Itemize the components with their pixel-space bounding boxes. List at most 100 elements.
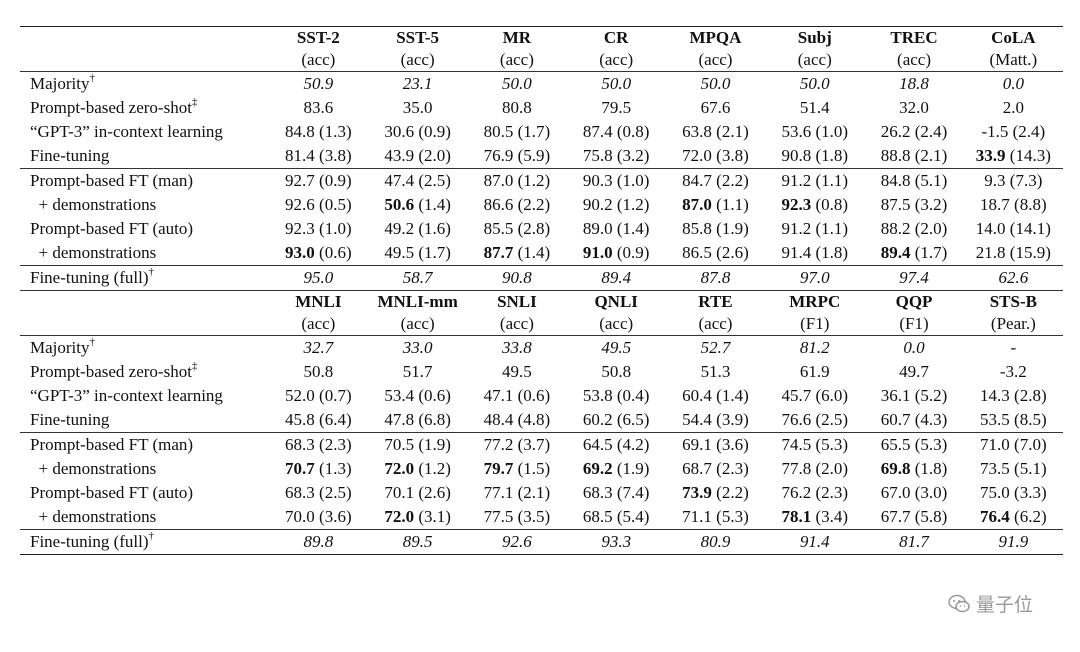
- cell-std: (1.7): [517, 122, 551, 141]
- cell-std: (6.5): [616, 410, 650, 429]
- header-row-metrics: (acc) (acc) (acc) (acc) (acc) (F1) (F1) (Pear.): [20, 313, 1063, 336]
- cell-value-best: 70.7: [285, 459, 315, 478]
- cell-value: 32.7: [303, 338, 334, 357]
- table-cell: 91.0 (0.9): [567, 241, 666, 266]
- cell-value: 35.0: [402, 98, 433, 117]
- cell-std: (0.6): [517, 386, 551, 405]
- cell-std: (1.4): [616, 219, 650, 238]
- header-label-blank: [20, 290, 269, 313]
- cell-value: -1.5: [981, 122, 1009, 141]
- table-cell: 47.1 (0.6): [467, 384, 566, 408]
- table-cell: 18.7 (8.8): [964, 193, 1063, 217]
- cell-std: (4.8): [517, 410, 551, 429]
- cell-std: (3.2): [616, 146, 650, 165]
- table-cell: 74.5 (5.3): [765, 432, 865, 457]
- cell-value: 72.0: [682, 146, 712, 165]
- table-row: + demonstrations 70.7 (1.3) 72.0 (1.2) 79.7…: [20, 457, 1063, 481]
- cell-value: 50.9: [303, 74, 334, 93]
- table-cell: 69.1 (3.6): [665, 432, 766, 457]
- table-cell: 80.5 (1.7): [467, 120, 566, 144]
- footnote-marker: †: [148, 266, 155, 279]
- cell-value: 87.8: [700, 268, 731, 287]
- watermark-text: 量子位: [976, 594, 1034, 616]
- cell-std: (14.3): [1009, 146, 1051, 165]
- cell-value: 79.5: [601, 98, 632, 117]
- table-cell: 87.4 (0.8): [567, 120, 666, 144]
- table-cell: 0.0: [864, 335, 964, 360]
- table-cell: 50.8: [567, 360, 666, 384]
- cell-std: (1.4): [716, 386, 749, 405]
- cell-value: 60.4: [682, 386, 712, 405]
- cell-value-best: 73.9: [682, 483, 712, 502]
- footnote-marker: †: [148, 530, 155, 543]
- table-cell: 48.4 (4.8): [467, 408, 566, 433]
- table-cell: 91.9: [963, 529, 1063, 555]
- cell-value: 92.7: [285, 171, 315, 190]
- column-header-metric: (acc): [499, 50, 534, 69]
- table-row: Majority† 50.9 23.1 50.0 50.0 50.0 50.0 18.8 0.0: [20, 71, 1063, 96]
- table-cell: 87.0 (1.2): [467, 168, 567, 193]
- cell-value: 49.5: [601, 338, 632, 357]
- cell-std: (4.2): [616, 435, 650, 454]
- cell-value: 75.0: [980, 483, 1010, 502]
- cell-std: (3.6): [319, 507, 352, 526]
- cell-value: 67.7: [880, 507, 911, 526]
- column-header-name: SST-5: [367, 26, 468, 49]
- cell-value: 70.0: [285, 507, 315, 526]
- cell-value: 50.0: [502, 74, 532, 93]
- table-cell: 58.7: [367, 265, 468, 291]
- table-cell: 67.7 (5.8): [864, 505, 963, 530]
- table-cell: 83.6: [269, 96, 368, 120]
- row-label-text: Prompt-based zero-shot: [30, 362, 192, 381]
- cell-value: 51.4: [799, 98, 830, 117]
- row-label-text: Prompt-based FT (man): [30, 435, 194, 454]
- cell-value: 77.1: [483, 483, 514, 502]
- table-row: Prompt-based zero-shot‡ 83.6 35.0 80.8 79.5 6…: [20, 96, 1063, 120]
- cell-std: (3.3): [1014, 483, 1047, 502]
- table-cell: 72.0 (1.2): [368, 457, 467, 481]
- cell-value: 88.2: [880, 219, 911, 238]
- row-label: Prompt-based FT (auto): [20, 217, 269, 241]
- cell-value: 48.4: [483, 410, 514, 429]
- cell-value-best: 78.1: [781, 507, 812, 526]
- table-cell: 81.4 (3.8): [269, 144, 368, 169]
- cell-std: (1.2): [418, 459, 451, 478]
- cell-std: (2.5): [319, 483, 352, 502]
- table-cell: 76.6 (2.5): [765, 408, 864, 433]
- table-row: Prompt-based FT (auto) 68.3 (2.5) 70.1 (2.…: [20, 481, 1063, 505]
- cell-std: (3.0): [914, 483, 948, 502]
- cell-value: 64.5: [582, 435, 613, 454]
- table-cell: 92.7 (0.9): [268, 168, 368, 193]
- cell-std: (3.6): [716, 435, 749, 454]
- cell-value: 50.0: [799, 74, 830, 93]
- table-cell: 50.8: [269, 360, 368, 384]
- table-cell: 75.0 (3.3): [964, 481, 1063, 505]
- table-cell: 84.8 (5.1): [864, 168, 964, 193]
- cell-std: (5.1): [1014, 459, 1047, 478]
- table-cell: 79.7 (1.5): [467, 457, 566, 481]
- cell-value: 80.8: [502, 98, 532, 117]
- cell-value-best: 72.0: [384, 459, 415, 478]
- table-cell: 67.6: [666, 96, 765, 120]
- column-header-name: SNLI: [467, 290, 567, 313]
- cell-std: (1.9): [418, 435, 451, 454]
- table-cell: 89.5: [367, 529, 468, 555]
- cell-value: 97.4: [899, 268, 929, 287]
- cell-value: 47.4: [384, 171, 415, 190]
- row-label: “GPT-3” in-context learning: [20, 120, 269, 144]
- table-cell: 47.4 (2.5): [367, 168, 468, 193]
- footnote-marker: ‡: [191, 360, 198, 373]
- cell-value: 81.2: [799, 338, 830, 357]
- cell-std: (1.5): [517, 459, 551, 478]
- table-cell: 35.0: [368, 96, 467, 120]
- cell-value: 0.0: [1002, 74, 1024, 93]
- cell-value: 71.0: [980, 435, 1010, 454]
- footnote-marker: †: [89, 72, 96, 85]
- cell-value: 49.5: [502, 362, 532, 381]
- table-cell: 33.0: [367, 335, 468, 360]
- cell-value: 51.3: [700, 362, 731, 381]
- column-header-name: STS-B: [963, 290, 1063, 313]
- cell-std: (0.6): [319, 243, 352, 262]
- cell-value-best: 72.0: [384, 507, 415, 526]
- column-header-name: MR: [467, 26, 567, 49]
